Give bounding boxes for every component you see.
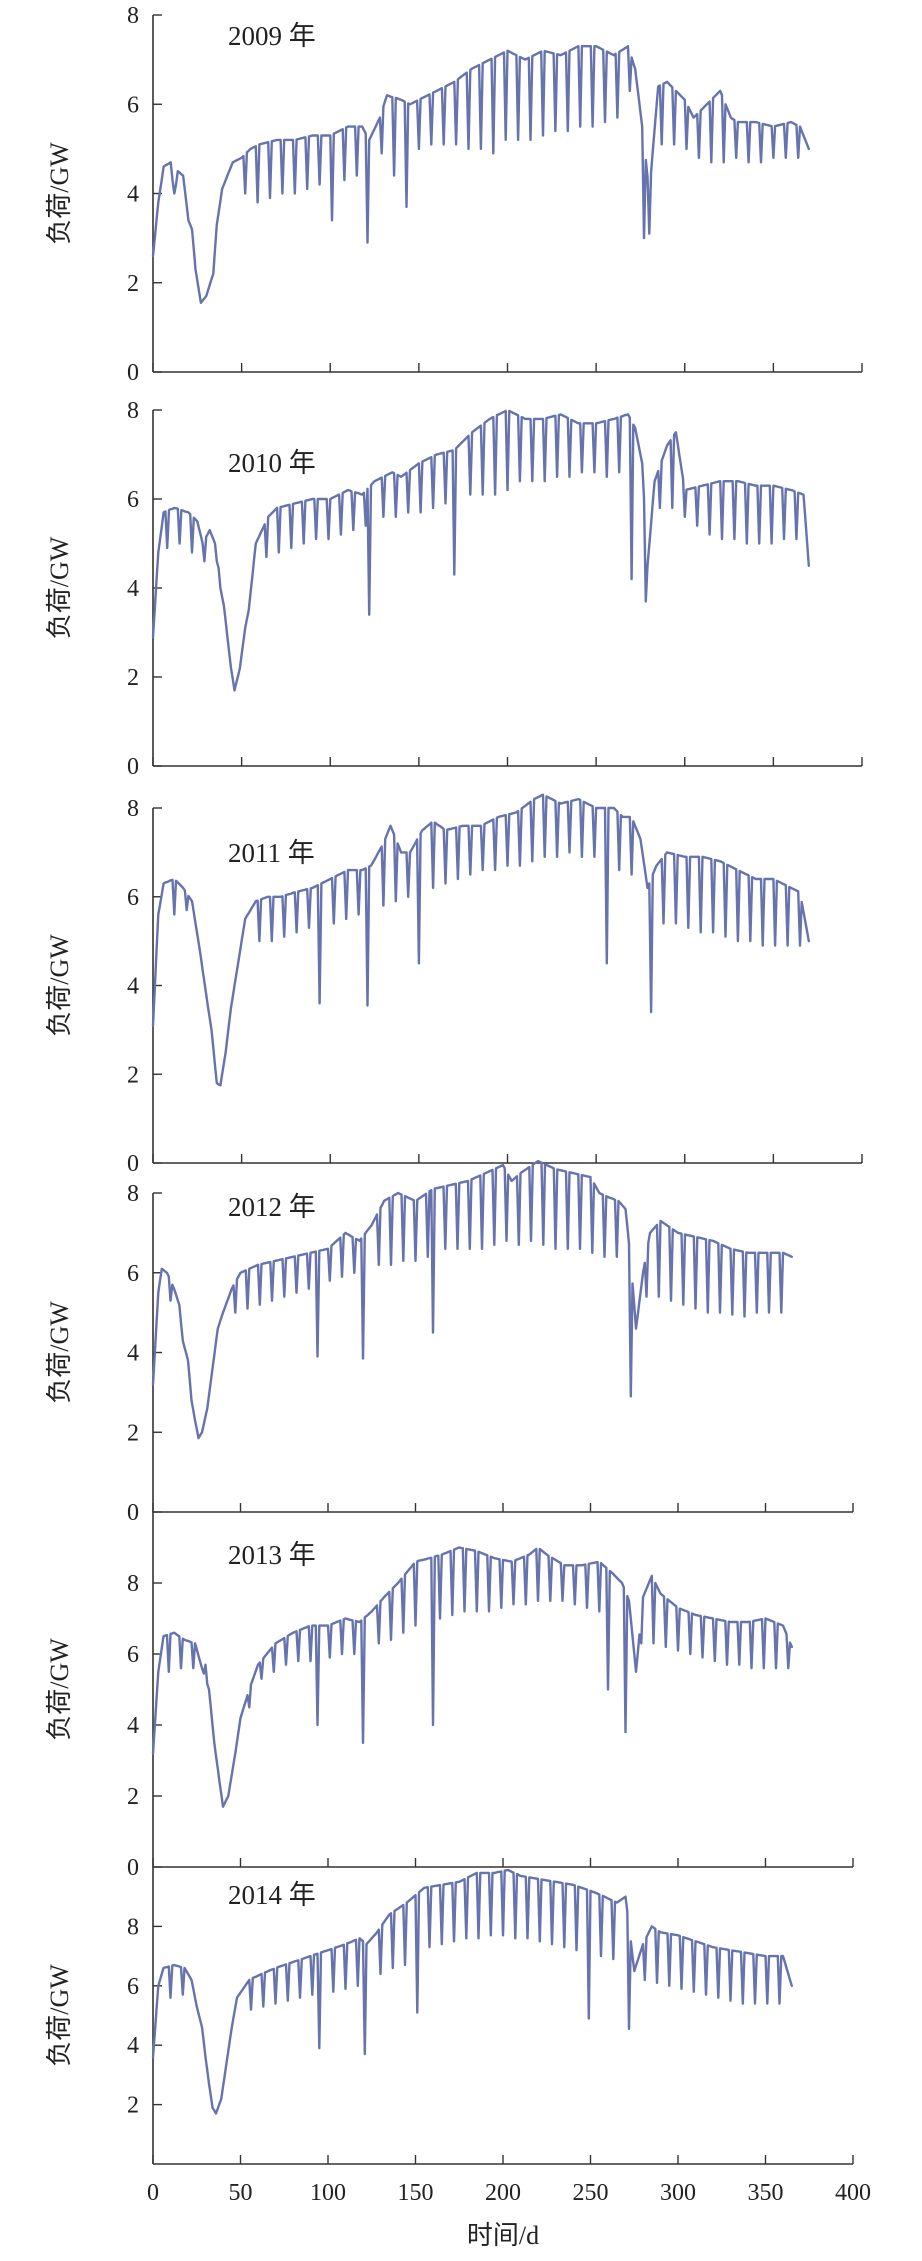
y-tick-label: 6 (127, 92, 139, 118)
x-axis-title: 时间/d (467, 2221, 539, 2250)
y-tick-label: 4 (127, 1341, 139, 1367)
y-axis-title: 负荷/GW (45, 536, 74, 639)
x-tick-label: 50 (229, 2180, 253, 2206)
series-line (151, 45, 810, 304)
y-tick-label: 4 (127, 182, 139, 208)
y-axis-title: 负荷/GW (45, 1964, 74, 2067)
y-tick-label: 6 (127, 885, 139, 911)
y-axis-title: 负荷/GW (45, 142, 74, 245)
series-line (151, 793, 810, 1087)
y-tick-label: 4 (127, 576, 139, 602)
x-tick-label: 100 (310, 2180, 346, 2206)
y-tick-label: 8 (127, 1181, 139, 1207)
x-tick-label: 150 (398, 2180, 434, 2206)
series-line (151, 1159, 793, 1440)
series-line (151, 409, 810, 692)
panel-title: 2010 年 (228, 448, 316, 478)
y-tick-label: 8 (127, 1571, 139, 1597)
series-line (151, 1868, 793, 2115)
y-tick-label: 8 (127, 796, 139, 822)
y-tick-label: 4 (127, 2033, 139, 2059)
y-tick-label: 2 (127, 1784, 139, 1810)
y-tick-label: 8 (127, 398, 139, 424)
y-tick-label: 2 (127, 271, 139, 297)
panel-title: 2014 年 (228, 1880, 316, 1910)
y-tick-label: 4 (127, 974, 139, 1000)
y-tick-label: 0 (127, 754, 139, 780)
panel-3: 0 2 4 6 8 负荷/GW 2011 年 (45, 793, 863, 1177)
panel-2: 0 2 4 6 8 负荷/GW 2010 年 (45, 398, 863, 780)
y-tick-label: 6 (127, 1642, 139, 1668)
y-tick-label: 2 (127, 2093, 139, 2119)
x-tick-label: 200 (485, 2180, 521, 2206)
y-axis-title: 负荷/GW (45, 1638, 74, 1741)
panel-4: 0 2 4 6 8 负荷/GW 2012 年 (45, 1159, 854, 1526)
x-tick-label: 300 (660, 2180, 696, 2206)
x-tick-label: 0 (147, 2180, 159, 2206)
y-tick-label: 6 (127, 1261, 139, 1287)
y-tick-label: 8 (127, 3, 139, 29)
y-axis-title: 负荷/GW (45, 934, 74, 1037)
y-tick-label: 6 (127, 1974, 139, 2000)
panel-title: 2013 年 (228, 1540, 316, 1570)
y-tick-label: 0 (127, 360, 139, 386)
y-tick-label: 0 (127, 1151, 139, 1177)
panel-title: 2009 年 (228, 21, 316, 51)
y-tick-label: 6 (127, 487, 139, 513)
panel-1: 0 2 4 6 8 负荷/GW 2009 年 (45, 3, 863, 386)
y-tick-label: 0 (127, 1500, 139, 1526)
panel-5: 0 2 4 6 8 负荷/GW 2013 年 (45, 1512, 854, 1881)
x-tick-label: 400 (835, 2180, 871, 2206)
y-tick-label: 4 (127, 1713, 139, 1739)
x-tick-label: 350 (748, 2180, 784, 2206)
y-tick-label: 2 (127, 1062, 139, 1088)
y-axis-title: 负荷/GW (45, 1301, 74, 1404)
y-tick-label: 8 (127, 1914, 139, 1940)
y-tick-label: 0 (127, 1855, 139, 1881)
series-line (151, 1546, 793, 1808)
y-tick-label: 2 (127, 1420, 139, 1446)
panel-title: 2012 年 (228, 1192, 316, 1222)
y-tick-label: 2 (127, 665, 139, 691)
panel-6: 2 4 6 8 负荷/GW 2014 年 (45, 1867, 854, 2165)
panel-title: 2011 年 (228, 838, 315, 868)
x-tick-label: 250 (573, 2180, 609, 2206)
